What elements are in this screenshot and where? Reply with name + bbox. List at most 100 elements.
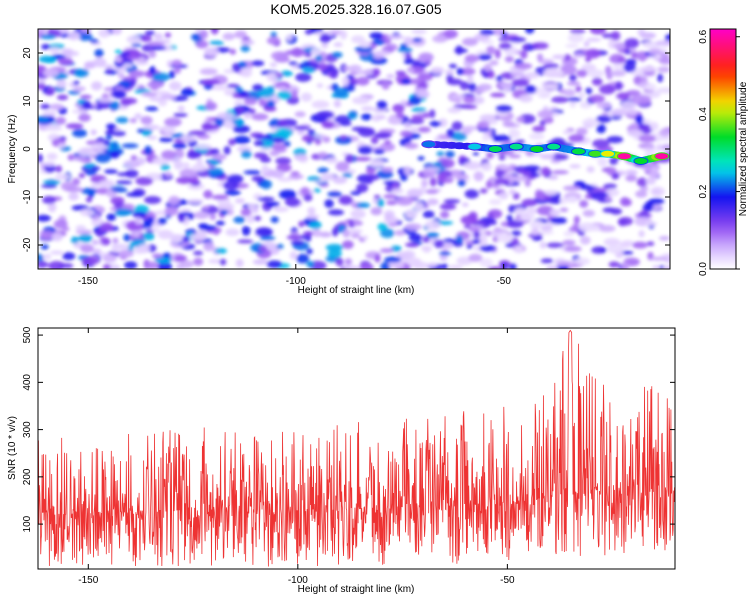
noise-blob <box>445 150 455 158</box>
noise-blob <box>539 241 547 249</box>
noise-blob <box>43 68 59 78</box>
noise-blob <box>543 63 559 69</box>
noise-blob <box>650 256 668 261</box>
noise-blob <box>143 124 161 131</box>
noise-blob <box>356 202 371 209</box>
noise-blob <box>164 206 179 216</box>
noise-blob <box>267 99 275 108</box>
noise-blob <box>38 253 44 263</box>
noise-blob <box>425 220 440 231</box>
noise-blob <box>479 245 497 252</box>
spectrogram-y-label: Frequency (Hz) <box>7 115 18 184</box>
noise-blob <box>109 101 120 111</box>
noise-blob <box>443 29 458 39</box>
noise-blob <box>168 195 180 206</box>
noise-blob <box>135 176 153 186</box>
noise-blob <box>56 94 69 101</box>
noise-blob <box>103 140 111 146</box>
noise-blob <box>510 71 525 78</box>
noise-blob <box>575 85 582 93</box>
noise-blob <box>524 72 540 79</box>
noise-blob <box>605 196 612 202</box>
noise-blob <box>149 96 165 102</box>
noise-blob <box>386 34 405 40</box>
noise-blob <box>479 188 488 194</box>
noise-blob <box>610 70 626 77</box>
noise-blob <box>501 32 508 37</box>
noise-blob <box>532 236 543 242</box>
noise-blob <box>479 114 497 122</box>
noise-blob <box>562 239 576 246</box>
spectrogram-x-ticks: -150 -100 -50 <box>78 29 511 287</box>
noise-blob <box>543 68 561 78</box>
noise-blob <box>80 244 94 253</box>
noise-blob <box>551 96 569 103</box>
noise-blob <box>223 146 231 155</box>
noise-blob <box>512 192 520 200</box>
noise-blob <box>384 256 402 263</box>
noise-blob <box>578 92 586 99</box>
noise-blob <box>457 179 466 187</box>
noise-blob <box>576 127 588 136</box>
noise-blob <box>265 201 280 208</box>
noise-blob <box>466 244 473 249</box>
noise-blob <box>215 220 225 226</box>
noise-blob <box>220 209 229 215</box>
noise-blob <box>607 245 624 254</box>
noise-blob <box>608 261 620 268</box>
noise-blob <box>498 165 512 170</box>
colorbar-tick-label: 0.2 <box>698 184 709 198</box>
noise-blob <box>416 91 430 98</box>
noise-blob <box>356 76 370 86</box>
noise-blob <box>611 108 628 117</box>
y-tick-label: 300 <box>22 421 33 438</box>
noise-blob <box>109 150 120 159</box>
noise-blob <box>306 260 315 268</box>
noise-blob <box>635 114 644 125</box>
noise-blob <box>532 125 546 133</box>
noise-blob <box>540 153 555 160</box>
noise-blob <box>563 230 575 237</box>
noise-blob <box>275 128 293 138</box>
noise-blob <box>356 183 369 193</box>
noise-blob <box>38 153 44 163</box>
noise-blob <box>317 151 328 159</box>
noise-blob <box>170 133 185 138</box>
noise-blob <box>276 163 292 172</box>
noise-blob <box>210 85 229 91</box>
noise-blob <box>149 65 156 75</box>
noise-blob <box>47 202 57 213</box>
noise-blob <box>448 264 463 269</box>
noise-blob <box>327 191 342 198</box>
noise-blob <box>376 170 394 179</box>
snr-frame <box>37 327 676 570</box>
noise-blob <box>639 66 657 72</box>
noise-blob <box>78 172 85 179</box>
noise-blob <box>386 74 395 79</box>
noise-blob <box>648 48 662 56</box>
noise-blob <box>460 215 478 225</box>
noise-blob <box>240 44 250 53</box>
noise-blob <box>603 183 617 190</box>
noise-blob <box>232 125 251 134</box>
noise-blob <box>111 187 128 193</box>
noise-blob <box>311 100 330 109</box>
noise-blob <box>172 142 187 150</box>
noise-blob <box>326 157 338 164</box>
noise-blob <box>508 263 517 269</box>
noise-blob <box>307 176 321 181</box>
noise-blob <box>488 199 502 205</box>
noise-blob <box>511 230 522 236</box>
noise-blob <box>46 152 58 161</box>
noise-blob <box>433 239 445 249</box>
noise-blob <box>306 248 313 255</box>
noise-blob <box>241 150 252 159</box>
noise-blob <box>307 207 316 215</box>
noise-blob <box>207 258 223 264</box>
noise-blob <box>331 51 343 59</box>
noise-blob <box>75 225 86 231</box>
noise-blob <box>498 154 506 161</box>
noise-blob <box>223 180 239 191</box>
noise-blob <box>182 236 190 243</box>
noise-blob <box>376 100 388 110</box>
